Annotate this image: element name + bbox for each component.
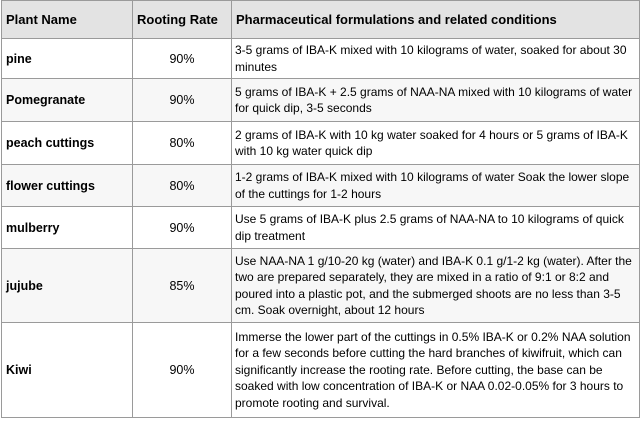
formulation-cell: Use 5 grams of IBA-K plus 2.5 grams of N…: [231, 206, 640, 249]
table-row: flower cuttings 80% 1-2 grams of IBA-K m…: [1, 164, 640, 207]
table-row: jujube 85% Use NAA-NA 1 g/10-20 kg (wate…: [1, 248, 640, 323]
rooting-rate-cell: 80%: [132, 121, 232, 165]
formulation-cell: Immerse the lower part of the cuttings i…: [231, 322, 640, 418]
plant-name-cell: peach cuttings: [1, 121, 133, 165]
plant-name-cell: mulberry: [1, 206, 133, 249]
formulation-cell: 5 grams of IBA-K + 2.5 grams of NAA-NA m…: [231, 78, 640, 122]
rooting-rate-cell: 85%: [132, 248, 232, 323]
formulation-cell: 2 grams of IBA-K with 10 kg water soaked…: [231, 121, 640, 165]
header-formulations: Pharmaceutical formulations and related …: [231, 0, 640, 39]
table-row: mulberry 90% Use 5 grams of IBA-K plus 2…: [1, 206, 640, 249]
plant-name-cell: Pomegranate: [1, 78, 133, 122]
rooting-rate-cell: 90%: [132, 206, 232, 249]
plant-rooting-table: Plant Name Rooting Rate Pharmaceutical f…: [1, 0, 640, 418]
rooting-rate-cell: 90%: [132, 38, 232, 79]
rooting-rate-cell: 80%: [132, 164, 232, 207]
rooting-rate-cell: 90%: [132, 322, 232, 418]
plant-name-cell: Kiwi: [1, 322, 133, 418]
formulation-cell: Use NAA-NA 1 g/10-20 kg (water) and IBA-…: [231, 248, 640, 323]
header-plant-name: Plant Name: [1, 0, 133, 39]
rooting-rate-cell: 90%: [132, 78, 232, 122]
formulation-cell: 1-2 grams of IBA-K mixed with 10 kilogra…: [231, 164, 640, 207]
table-row: Kiwi 90% Immerse the lower part of the c…: [1, 322, 640, 418]
table-row: Pomegranate 90% 5 grams of IBA-K + 2.5 g…: [1, 78, 640, 122]
plant-name-cell: flower cuttings: [1, 164, 133, 207]
table-row: peach cuttings 80% 2 grams of IBA-K with…: [1, 121, 640, 165]
plant-name-cell: pine: [1, 38, 133, 79]
plant-name-cell: jujube: [1, 248, 133, 323]
table-row: pine 90% 3-5 grams of IBA-K mixed with 1…: [1, 38, 640, 79]
header-rooting-rate: Rooting Rate: [132, 0, 232, 39]
formulation-cell: 3-5 grams of IBA-K mixed with 10 kilogra…: [231, 38, 640, 79]
header-row: Plant Name Rooting Rate Pharmaceutical f…: [1, 0, 640, 39]
